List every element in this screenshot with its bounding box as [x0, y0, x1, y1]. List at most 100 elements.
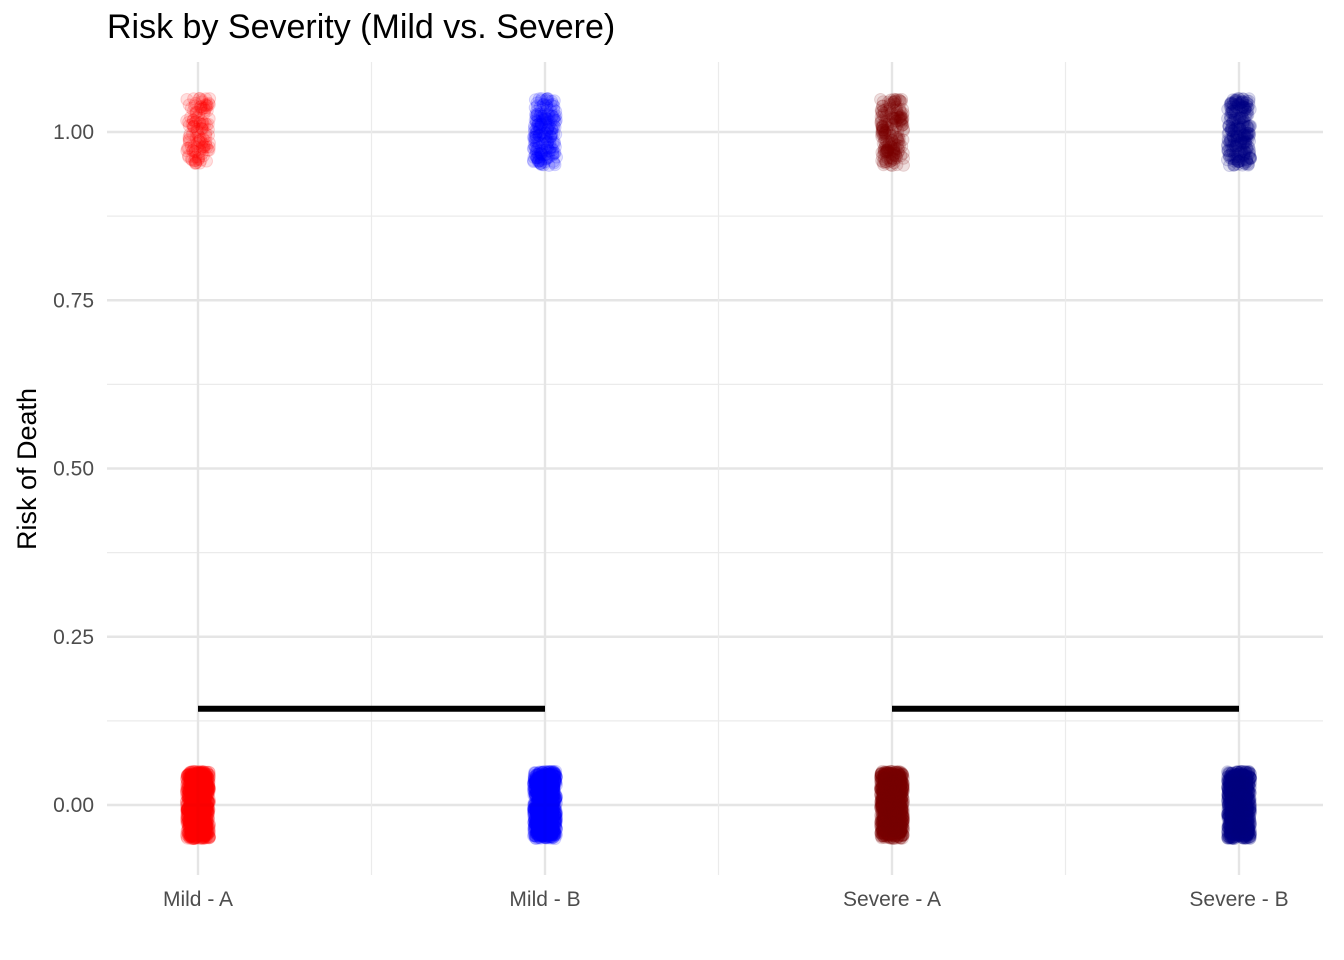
- data-point: [182, 822, 195, 836]
- data-point: [895, 794, 909, 808]
- data-point: [200, 819, 214, 833]
- data-point: [189, 793, 203, 807]
- data-point: [192, 766, 206, 780]
- data-point: [189, 819, 203, 833]
- data-point: [180, 801, 194, 815]
- data-point: [196, 769, 210, 783]
- data-point: [194, 827, 208, 841]
- data-point: [180, 803, 194, 817]
- data-point: [195, 828, 208, 842]
- data-point: [183, 774, 197, 787]
- data-point: [182, 774, 195, 788]
- data-point: [186, 127, 200, 141]
- data-point: [192, 816, 206, 830]
- data-point: [191, 794, 205, 808]
- data-point: [188, 765, 202, 779]
- data-point: [193, 787, 207, 801]
- data-point: [189, 125, 203, 139]
- data-point: [199, 817, 213, 831]
- data-point: [182, 149, 195, 163]
- data-point: [197, 782, 211, 796]
- data-point: [199, 101, 213, 115]
- data-point: [182, 141, 195, 155]
- data-point: [192, 791, 205, 805]
- data-point: [202, 831, 216, 845]
- data-point: [188, 99, 202, 113]
- data-point: [201, 779, 215, 793]
- data-point: [195, 780, 209, 794]
- data-point: [188, 768, 202, 782]
- data-point: [192, 825, 206, 839]
- data-point: [202, 96, 216, 110]
- data-point: [198, 796, 211, 810]
- data-point: [188, 785, 202, 798]
- data-point: [191, 805, 205, 819]
- data-point: [194, 153, 208, 167]
- data-point: [183, 798, 197, 812]
- data-point: [191, 796, 205, 810]
- data-point: [187, 828, 201, 842]
- data-point: [184, 780, 198, 794]
- data-point: [183, 776, 197, 790]
- data-point: [196, 149, 210, 163]
- data-point: [186, 824, 200, 838]
- data-point: [198, 806, 212, 820]
- data-point: [197, 140, 211, 154]
- data-point: [193, 144, 207, 158]
- data-point: [192, 795, 206, 809]
- data-point: [197, 106, 211, 120]
- data-point: [201, 801, 215, 815]
- data-point: [184, 793, 198, 806]
- data-point: [199, 776, 213, 790]
- data-point: [191, 780, 204, 794]
- data-point: [187, 767, 201, 781]
- data-point: [542, 807, 556, 821]
- data-point: [189, 156, 203, 170]
- data-point: [182, 785, 196, 799]
- data-point: [188, 144, 202, 158]
- data-point: [191, 827, 205, 841]
- data-point: [183, 808, 197, 822]
- data-point: [198, 794, 212, 808]
- data-point: [188, 810, 202, 824]
- data-point: [184, 101, 198, 115]
- data-point: [186, 819, 200, 833]
- data-point: [198, 823, 212, 836]
- data-point: [187, 775, 200, 789]
- data-point: [193, 156, 207, 170]
- data-point: [186, 768, 200, 782]
- data-point: [195, 95, 209, 109]
- data-point: [202, 768, 216, 782]
- data-point: [189, 156, 203, 169]
- data-point: [190, 788, 204, 802]
- data-point: [202, 766, 216, 779]
- data-point: [189, 777, 203, 791]
- y-tick-label: 0.25: [53, 626, 94, 649]
- data-point: [194, 100, 207, 114]
- data-point: [186, 806, 200, 820]
- data-point: [187, 812, 201, 826]
- data-point: [184, 797, 198, 811]
- data-point: [197, 822, 211, 836]
- data-point: [182, 98, 196, 112]
- chart-title: Risk by Severity (Mild vs. Severe): [107, 8, 616, 46]
- data-point: [199, 822, 213, 836]
- data-point: [202, 783, 216, 796]
- data-point: [196, 778, 210, 791]
- data-point: [194, 806, 208, 820]
- data-point: [1235, 94, 1249, 108]
- data-point: [200, 770, 214, 784]
- y-axis-title: Risk of Death: [12, 388, 42, 550]
- data-point: [190, 819, 204, 833]
- x-tick-label: Mild - B: [509, 888, 580, 911]
- data-point: [182, 150, 196, 164]
- x-tick-label: Severe - A: [843, 888, 941, 911]
- data-point: [194, 782, 208, 796]
- data-point: [188, 796, 202, 810]
- data-point: [200, 786, 213, 800]
- data-point: [197, 139, 211, 153]
- data-point: [184, 139, 198, 153]
- data-point: [198, 829, 212, 843]
- data-point: [200, 789, 214, 803]
- data-point: [188, 115, 202, 129]
